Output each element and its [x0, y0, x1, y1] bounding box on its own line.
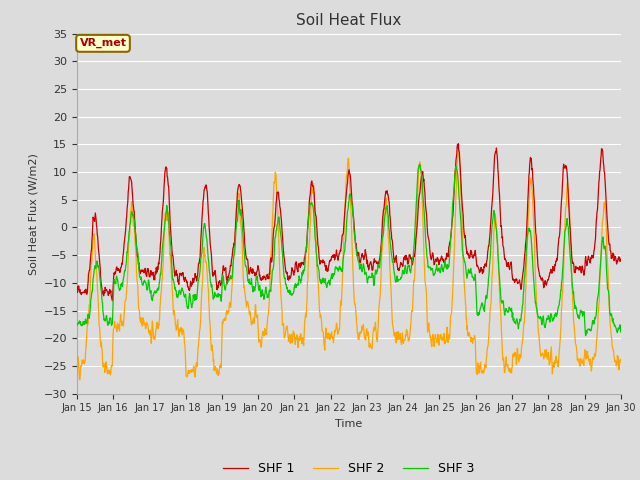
SHF 1 [181, 275, 189, 281]
SHF 3 [617, 329, 625, 335]
SHF 1 [73, 287, 81, 293]
SHF 2 [76, 377, 84, 383]
SHF 3 [73, 323, 81, 328]
Y-axis label: Soil Heat Flux (W/m2): Soil Heat Flux (W/m2) [28, 153, 38, 275]
Line: SHF 2: SHF 2 [77, 144, 621, 380]
SHF 3 [505, 309, 513, 315]
SHF 3 [434, 268, 442, 274]
SHF 1 [454, 141, 462, 146]
SHF 3 [255, 287, 262, 293]
SHF 2 [255, 339, 263, 345]
X-axis label: Time: Time [335, 419, 362, 429]
SHF 1 [255, 268, 263, 274]
SHF 2 [181, 342, 189, 348]
SHF 3 [415, 162, 423, 168]
SHF 1 [617, 256, 625, 262]
SHF 3 [180, 294, 188, 300]
SHF 1 [505, 264, 513, 269]
SHF 2 [505, 368, 513, 374]
SHF 2 [455, 141, 463, 147]
SHF 2 [434, 337, 442, 343]
Text: VR_met: VR_met [79, 38, 127, 48]
SHF 3 [194, 284, 202, 289]
SHF 2 [617, 359, 625, 365]
SHF 1 [553, 255, 561, 261]
SHF 1 [195, 265, 202, 271]
Title: Soil Heat Flux: Soil Heat Flux [296, 13, 401, 28]
Line: SHF 1: SHF 1 [77, 144, 621, 301]
Legend: SHF 1, SHF 2, SHF 3: SHF 1, SHF 2, SHF 3 [218, 457, 479, 480]
SHF 2 [553, 360, 561, 366]
SHF 2 [73, 374, 81, 380]
SHF 3 [553, 313, 561, 319]
SHF 1 [434, 254, 442, 260]
SHF 2 [195, 345, 202, 350]
SHF 3 [582, 333, 589, 338]
Line: SHF 3: SHF 3 [77, 165, 621, 336]
SHF 1 [109, 298, 116, 304]
